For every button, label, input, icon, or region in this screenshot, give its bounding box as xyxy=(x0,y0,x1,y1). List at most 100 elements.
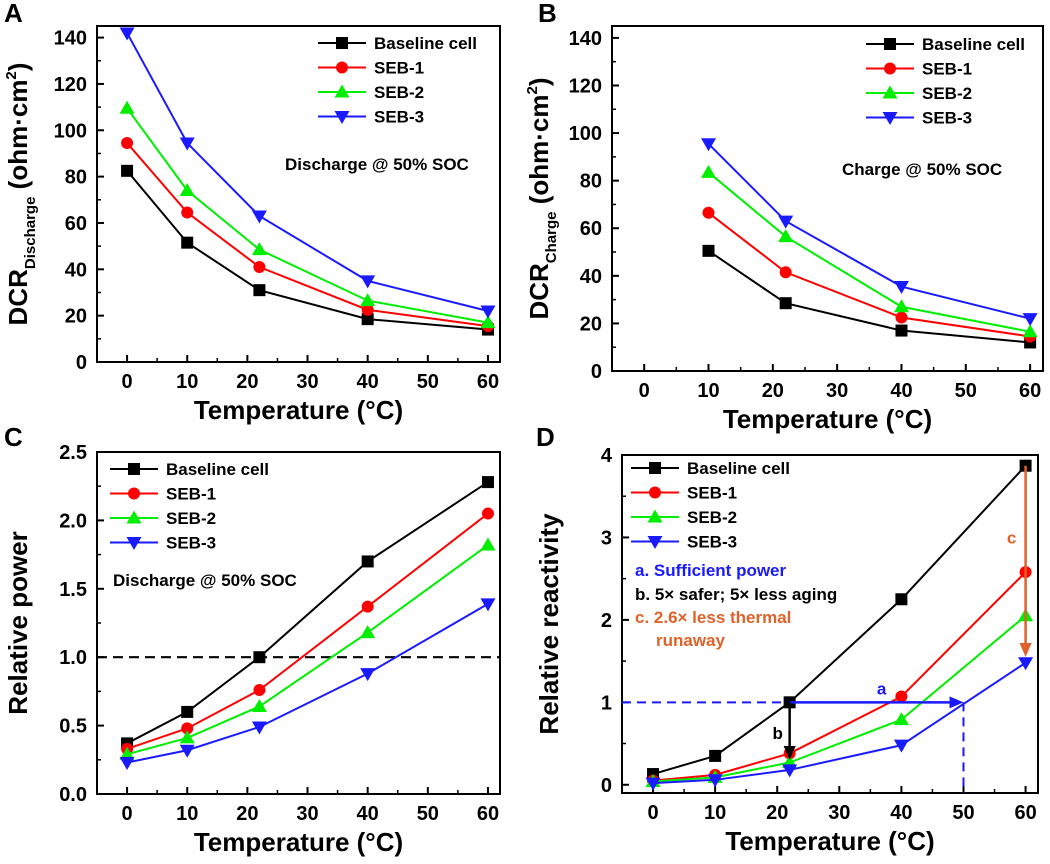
legend-swatch-marker xyxy=(649,462,661,474)
y-axis-title-main: DCR xyxy=(3,269,33,326)
panel-d: D 0 10 20 30 40 50 60 0 1 2 3 4 Temperature (°C) Relat… xyxy=(534,422,1039,856)
panel-letter: D xyxy=(536,422,555,452)
series-seb-2 xyxy=(700,164,1038,338)
legend-item: SEB-2 xyxy=(631,508,737,527)
y-tick-label: 0 xyxy=(591,361,602,383)
data-point xyxy=(481,507,494,520)
data-point xyxy=(119,100,135,114)
legend-item: SEB-3 xyxy=(866,109,972,128)
data-point xyxy=(778,215,794,229)
legend-label: SEB-3 xyxy=(166,534,216,553)
y-axis-title-subscript: Discharge xyxy=(22,197,39,270)
arrow-a-head xyxy=(949,696,964,709)
series-seb-2 xyxy=(119,537,496,760)
arrow-c-head xyxy=(1019,642,1032,657)
x-tick-label: 40 xyxy=(890,802,912,824)
data-point xyxy=(702,206,715,219)
legend-swatch-marker xyxy=(884,38,896,50)
data-point xyxy=(1018,657,1034,671)
plot-frame xyxy=(611,25,1044,372)
legend-item: SEB-2 xyxy=(318,83,424,102)
data-point xyxy=(179,137,195,151)
x-tick-label: 20 xyxy=(236,803,258,825)
legend-label: SEB-2 xyxy=(166,509,216,528)
data-point xyxy=(895,593,908,606)
series-line xyxy=(652,661,1027,785)
legend-swatch-marker xyxy=(126,537,142,550)
x-tick-label: 10 xyxy=(704,802,726,824)
x-tick-label: 50 xyxy=(955,380,977,402)
data-point xyxy=(181,206,194,219)
data-point xyxy=(181,236,194,249)
legend-item: Baseline cell xyxy=(318,34,477,53)
data-point xyxy=(782,764,798,778)
x-tick-label: 60 xyxy=(477,371,499,393)
series-baseline-cell xyxy=(702,244,1037,349)
legend-swatch-marker xyxy=(334,111,350,124)
legend-swatch-marker xyxy=(882,112,898,125)
series-seb-3 xyxy=(700,138,1038,327)
data-point xyxy=(361,555,374,568)
data-point xyxy=(893,739,909,753)
panel-letter: B xyxy=(538,0,557,28)
legend-swatch-marker xyxy=(882,85,898,99)
y-axis-title-end: ) xyxy=(3,63,33,72)
series-seb-3 xyxy=(119,598,496,771)
x-tick-label: 20 xyxy=(766,802,788,824)
x-tick-label: 30 xyxy=(828,802,850,824)
data-point xyxy=(253,260,266,273)
legend-label: SEB-3 xyxy=(922,109,972,128)
data-point xyxy=(480,537,496,551)
data-point xyxy=(119,27,135,41)
y-tick-label: 2 xyxy=(601,610,612,632)
x-tick-label: 10 xyxy=(176,803,198,825)
data-point xyxy=(700,164,716,178)
y-tick-label: 140 xyxy=(54,28,87,50)
data-point xyxy=(895,690,908,703)
data-point xyxy=(179,744,195,758)
legend: Baseline cell SEB-1 SEB-2 SEB-3 xyxy=(110,460,269,553)
x-tick-label: 40 xyxy=(357,371,379,393)
y-tick-label: 100 xyxy=(54,120,87,142)
legend: Baseline cell SEB-1 SEB-2 SEB-3 xyxy=(318,34,477,127)
legend-swatch-marker xyxy=(884,62,896,75)
x-tick-label: 0 xyxy=(122,803,133,825)
data-point xyxy=(181,722,194,735)
data-point xyxy=(700,138,716,152)
y-axis-title-text: Relative reactivity xyxy=(534,513,564,735)
data-point xyxy=(179,730,195,744)
legend-swatch-marker xyxy=(647,536,663,549)
y-tick-label: 120 xyxy=(54,74,87,96)
data-point xyxy=(361,303,374,316)
data-point xyxy=(1022,324,1038,338)
condition-annotation: Discharge @ 50% SOC xyxy=(113,571,297,590)
data-point xyxy=(360,668,376,682)
y-tick-label: 1.0 xyxy=(59,647,87,669)
y-axis-title: Relative power xyxy=(3,531,33,715)
data-point xyxy=(779,266,792,279)
data-point xyxy=(121,164,134,177)
panel-letter: A xyxy=(4,0,23,28)
legend-item: SEB-2 xyxy=(110,509,216,528)
data-point xyxy=(119,746,135,760)
y-tick-label: 1 xyxy=(601,692,612,714)
y-axis-title: Relative reactivity xyxy=(534,513,564,735)
data-point xyxy=(361,600,374,613)
y-axis-title-main: DCR xyxy=(524,263,554,320)
plot-frame xyxy=(96,25,501,363)
arrow-c-label: c xyxy=(1007,528,1016,547)
note-c-line1: c. 2.6× less thermal xyxy=(635,608,791,627)
x-tick-label: 60 xyxy=(477,803,499,825)
x-tick-label: 60 xyxy=(1014,802,1036,824)
series-line xyxy=(707,211,1031,338)
y-tick-label: 20 xyxy=(65,306,87,328)
y-axis-title: DCRCharge (ohm·cm2) xyxy=(524,77,560,319)
data-point xyxy=(360,293,376,307)
series-line xyxy=(707,250,1031,344)
x-tick-label: 40 xyxy=(890,380,912,402)
x-tick-label: 20 xyxy=(236,371,258,393)
x-tick-label: 20 xyxy=(762,380,784,402)
legend-swatch-marker xyxy=(334,84,350,98)
data-point xyxy=(360,275,376,289)
